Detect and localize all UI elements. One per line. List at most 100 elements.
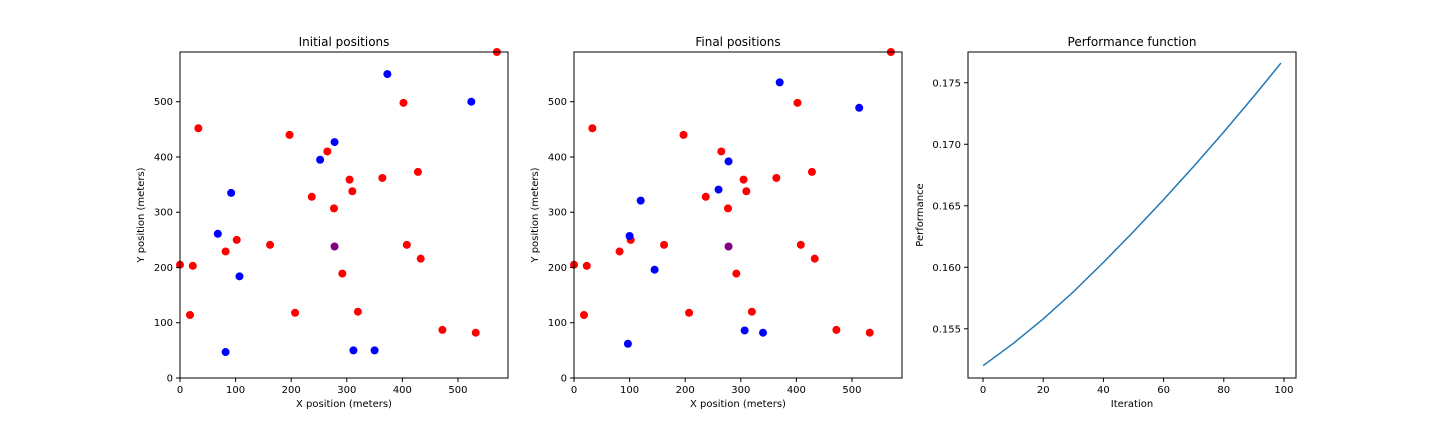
chart-title: Initial positions <box>299 35 390 49</box>
data-point <box>724 157 733 166</box>
y-tick-label: 0.165 <box>932 201 961 212</box>
data-point <box>345 175 354 184</box>
data-point <box>865 328 874 337</box>
y-axis-label: Performance <box>915 183 926 246</box>
data-point <box>330 242 339 251</box>
data-point <box>796 240 805 249</box>
data-point <box>221 348 230 357</box>
data-point <box>832 325 841 334</box>
data-point <box>772 173 781 182</box>
data-point <box>775 78 784 87</box>
data-point <box>855 103 864 112</box>
data-point <box>348 187 357 196</box>
data-point <box>467 97 476 106</box>
data-point <box>353 307 362 316</box>
data-point <box>438 325 447 334</box>
data-point <box>383 70 392 79</box>
data-point <box>732 269 741 278</box>
y-tick-label: 100 <box>154 318 173 329</box>
x-tick-label: 60 <box>1157 385 1170 396</box>
data-point <box>413 167 422 176</box>
data-point <box>291 308 300 317</box>
y-tick-label: 0 <box>167 374 173 385</box>
data-point <box>349 346 358 355</box>
data-point <box>582 261 591 270</box>
y-tick-label: 200 <box>154 263 173 274</box>
data-point <box>580 311 589 320</box>
data-point <box>221 247 230 256</box>
y-tick-label: 500 <box>548 97 567 108</box>
axes-frame <box>967 51 1297 379</box>
y-tick-label: 0.170 <box>932 140 961 151</box>
x-tick-label: 100 <box>1274 385 1293 396</box>
data-point <box>323 147 332 156</box>
data-point <box>235 272 244 281</box>
x-tick-label: 500 <box>842 385 861 396</box>
data-point <box>685 308 694 317</box>
chart-panel-1: 0 100 200 300 400 500 0 100 200 300 400 500 Initial … <box>136 35 509 410</box>
x-tick-label: 300 <box>731 385 750 396</box>
data-point <box>623 339 632 348</box>
data-point <box>402 240 411 249</box>
data-point <box>232 235 241 244</box>
data-point <box>650 265 659 274</box>
x-tick-label: 400 <box>787 385 806 396</box>
x-tick-label: 0 <box>571 385 577 396</box>
data-point <box>740 326 749 335</box>
y-axis-label: Y position (meters) <box>136 167 147 263</box>
data-point <box>316 155 325 164</box>
series-line <box>982 62 1282 367</box>
data-point <box>701 192 710 201</box>
data-point <box>307 192 316 201</box>
data-point <box>330 138 339 147</box>
chart-panel-2: 0 100 200 300 400 500 0 100 200 300 400 500 Final po… <box>530 35 903 410</box>
data-point <box>399 98 408 107</box>
data-point <box>742 187 751 196</box>
data-point <box>213 229 222 238</box>
data-point <box>679 130 688 139</box>
y-tick-label: 0.160 <box>932 263 961 274</box>
data-point <box>266 240 275 249</box>
x-axis-label: Iteration <box>1111 399 1153 410</box>
data-point <box>338 269 347 278</box>
x-tick-label: 40 <box>1097 385 1110 396</box>
data-point <box>807 167 816 176</box>
x-axis-label: X position (meters) <box>690 399 786 410</box>
y-tick-label: 400 <box>154 152 173 163</box>
data-point <box>588 124 597 133</box>
data-point <box>636 196 645 205</box>
y-tick-label: 0 <box>561 374 567 385</box>
x-tick-label: 300 <box>337 385 356 396</box>
chart-title: Final positions <box>695 35 780 49</box>
chart-title: Performance function <box>1068 35 1197 49</box>
data-point <box>615 247 624 256</box>
data-point <box>329 204 338 213</box>
x-tick-label: 500 <box>448 385 467 396</box>
data-point <box>714 185 723 194</box>
data-point <box>188 261 197 270</box>
y-tick-label: 300 <box>154 208 173 219</box>
x-tick-label: 100 <box>620 385 639 396</box>
data-point <box>810 254 819 263</box>
x-tick-label: 200 <box>676 385 695 396</box>
data-point <box>227 188 236 197</box>
data-point <box>370 346 379 355</box>
x-tick-label: 0 <box>177 385 183 396</box>
data-point <box>759 328 768 337</box>
x-tick-label: 0 <box>980 385 986 396</box>
data-point <box>416 254 425 263</box>
data-point <box>471 328 480 337</box>
data-point <box>378 173 387 182</box>
y-tick-label: 100 <box>548 318 567 329</box>
y-tick-label: 200 <box>548 263 567 274</box>
chart-panel-3: 0 20 40 60 80 100 0.155 0.160 0.165 0.170 0.175 Per… <box>915 35 1297 410</box>
data-point <box>625 231 634 240</box>
y-tick-label: 500 <box>154 97 173 108</box>
x-tick-label: 20 <box>1037 385 1050 396</box>
x-tick-label: 200 <box>282 385 301 396</box>
data-point <box>739 175 748 184</box>
y-tick-label: 300 <box>548 208 567 219</box>
axes-frame <box>179 51 509 379</box>
x-tick-label: 80 <box>1217 385 1230 396</box>
data-point <box>723 204 732 213</box>
